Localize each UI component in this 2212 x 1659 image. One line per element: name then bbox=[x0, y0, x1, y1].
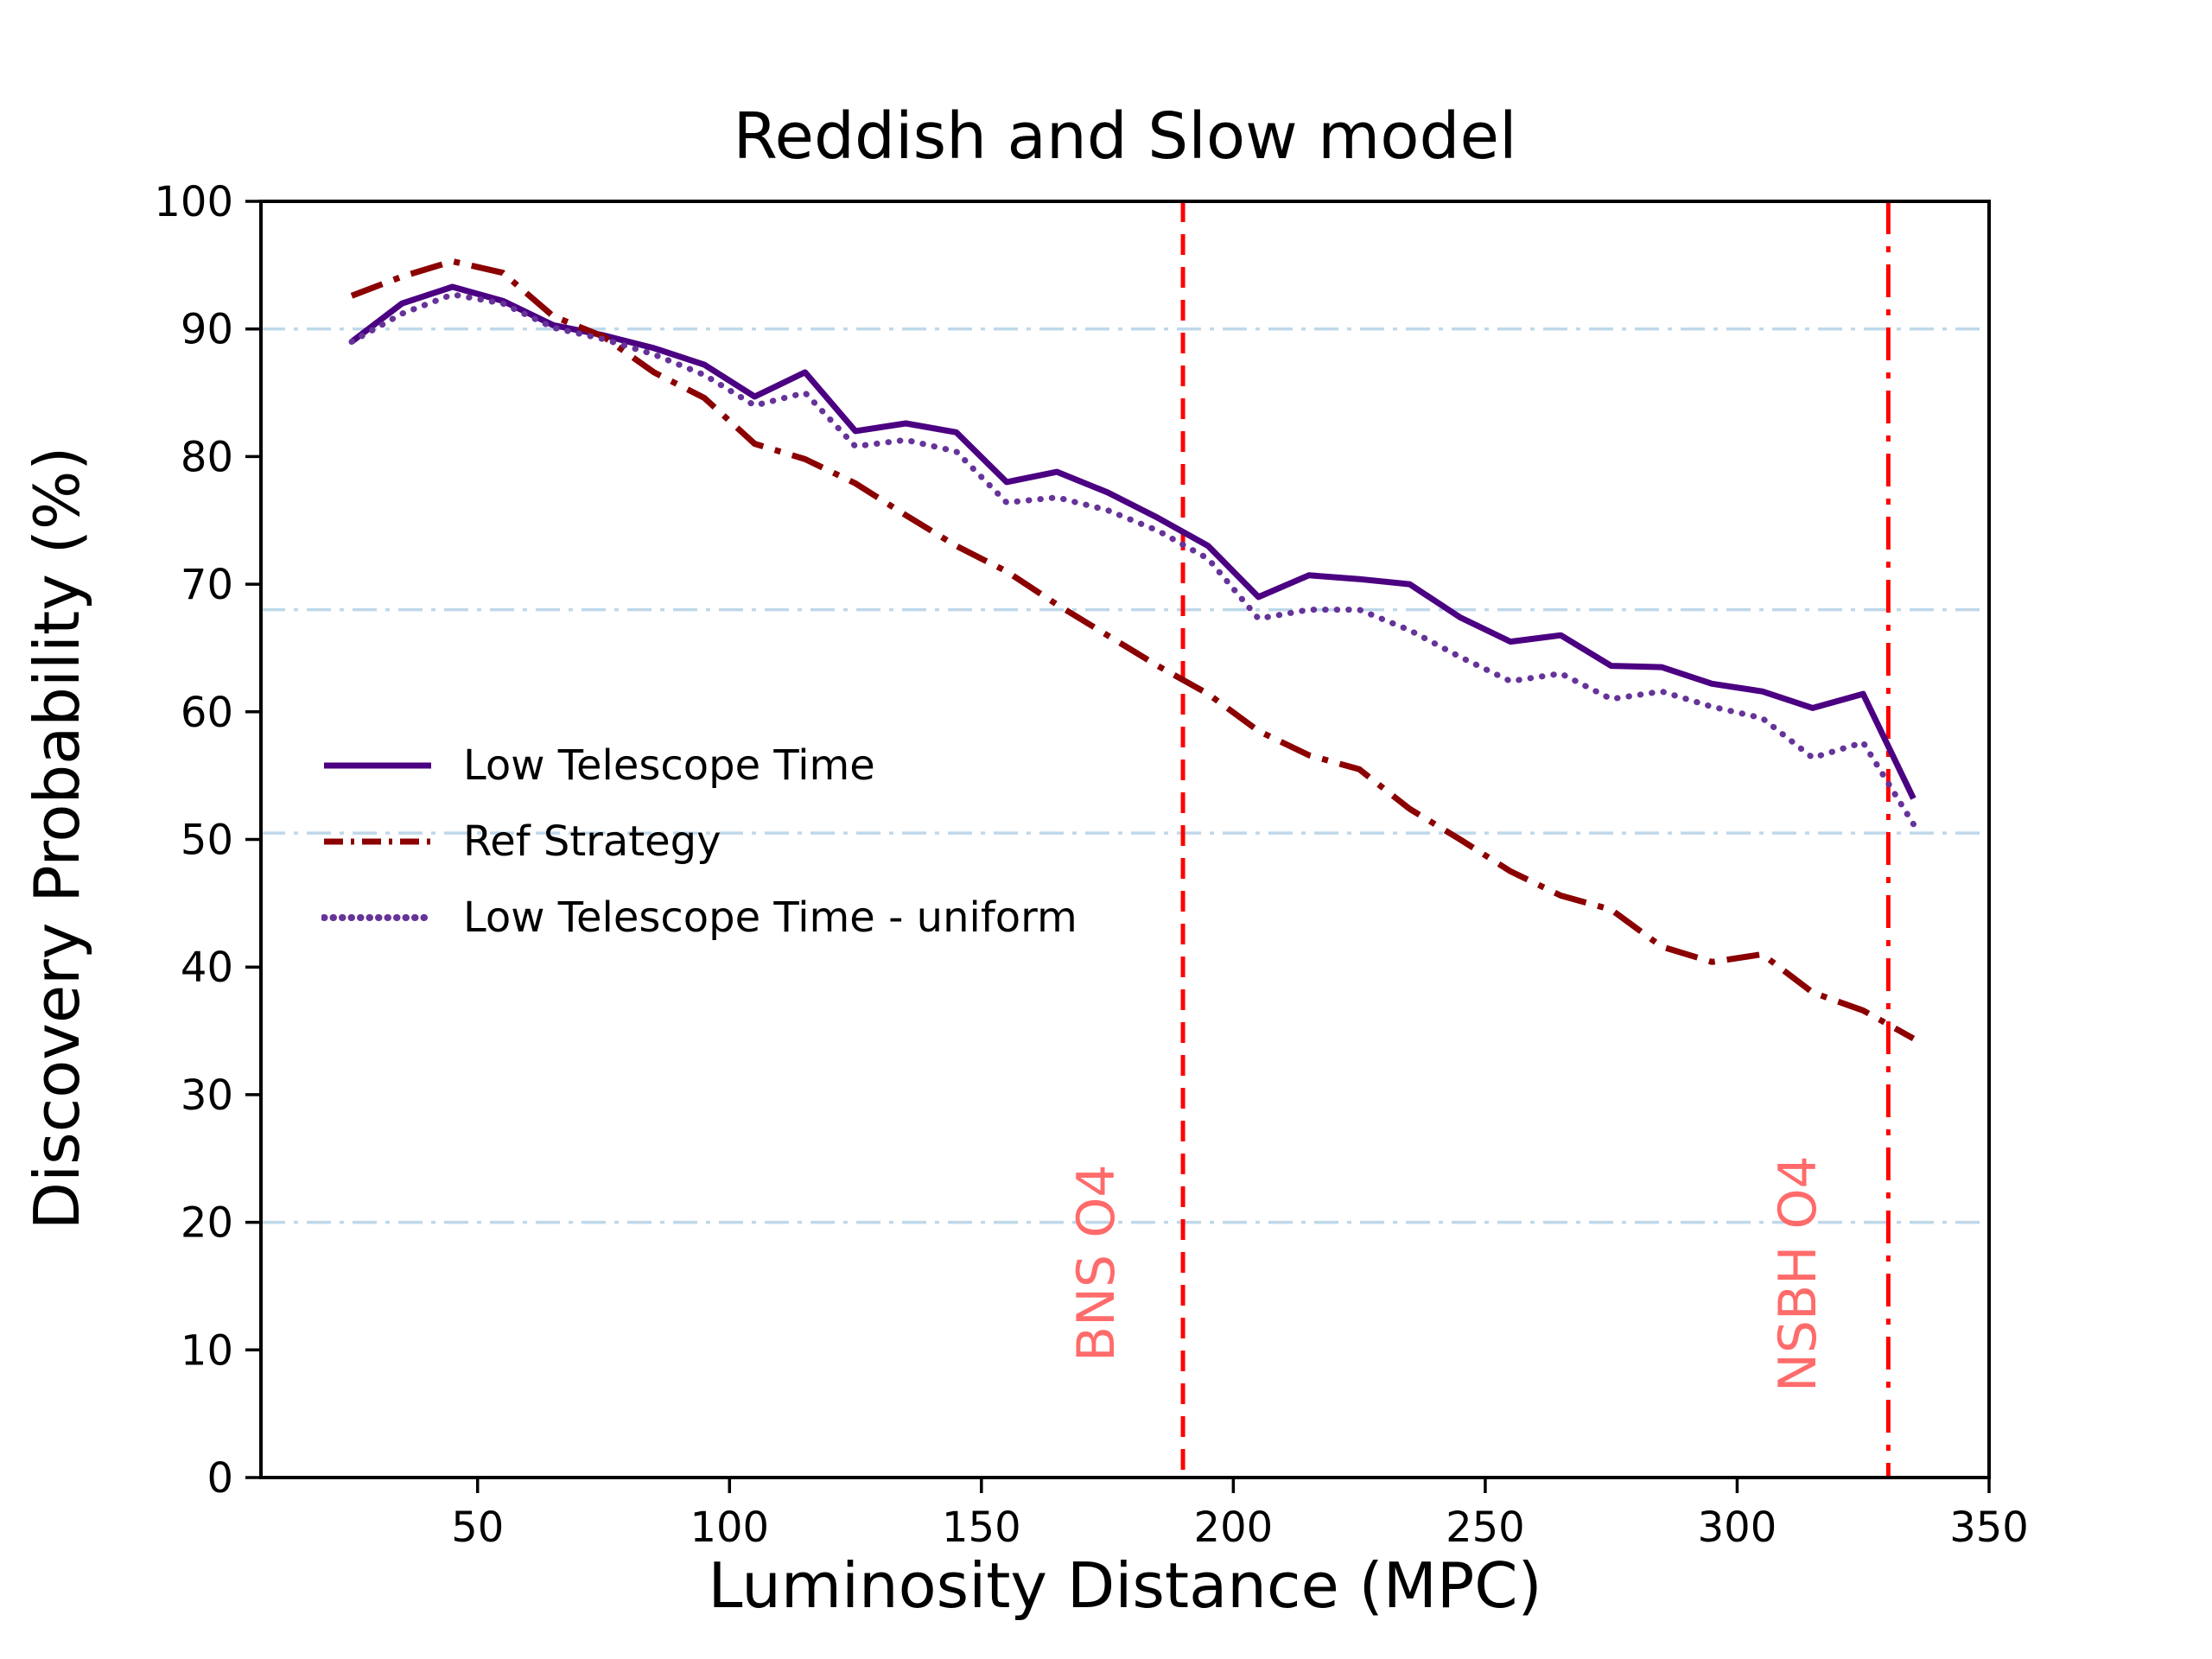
legend-label: Low Telescope Time - uniform bbox=[463, 893, 1077, 942]
y-tick-label: 10 bbox=[181, 1326, 233, 1375]
legend-line-sample-dotted bbox=[321, 914, 434, 921]
legend-item: Ref Strategy bbox=[321, 804, 1077, 880]
series-line-low-telescope-time bbox=[349, 283, 1916, 800]
x-tick-label: 50 bbox=[451, 1503, 504, 1552]
chart-title: Reddish and Slow model bbox=[733, 99, 1517, 174]
legend-label: Ref Strategy bbox=[463, 817, 721, 866]
y-tick-label: 100 bbox=[154, 178, 233, 226]
x-tick-label: 300 bbox=[1698, 1503, 1777, 1552]
legend-line-sample-dashdot bbox=[324, 838, 431, 845]
y-tick-label: 60 bbox=[181, 689, 233, 737]
x-tick-label: 350 bbox=[1949, 1503, 2029, 1552]
legend: Low Telescope Time Ref Strategy Low Tele… bbox=[321, 728, 1077, 956]
y-tick-label: 40 bbox=[181, 944, 233, 992]
legend-item: Low Telescope Time - uniform bbox=[321, 880, 1077, 956]
x-tick-label: 200 bbox=[1194, 1503, 1274, 1552]
series-line-low-telescope-time-uniform bbox=[348, 291, 1916, 828]
y-tick-label: 30 bbox=[181, 1071, 233, 1120]
x-tick-label: 150 bbox=[942, 1503, 1021, 1552]
bns-o4-annotation-label: BNS O4 bbox=[1066, 1164, 1127, 1362]
x-tick-label: 100 bbox=[690, 1503, 769, 1552]
y-tick-label: 90 bbox=[181, 306, 233, 354]
legend-label: Low Telescope Time bbox=[463, 741, 875, 790]
legend-item: Low Telescope Time bbox=[321, 728, 1077, 804]
y-tick-label: 50 bbox=[181, 817, 233, 865]
y-tick-label: 0 bbox=[207, 1454, 233, 1503]
y-axis-label: Discovery Probability (%) bbox=[21, 446, 93, 1230]
nsbh-o4-annotation-label: NSBH O4 bbox=[1768, 1155, 1828, 1392]
y-tick-label: 80 bbox=[181, 433, 233, 481]
series-line-ref-strategy bbox=[350, 257, 1916, 1041]
x-axis-label: Luminosity Distance (MPC) bbox=[708, 1549, 1542, 1622]
y-tick-label: 20 bbox=[181, 1199, 233, 1248]
y-tick-label: 70 bbox=[181, 561, 233, 609]
legend-line-sample-solid bbox=[324, 762, 431, 769]
x-tick-label: 250 bbox=[1446, 1503, 1525, 1552]
